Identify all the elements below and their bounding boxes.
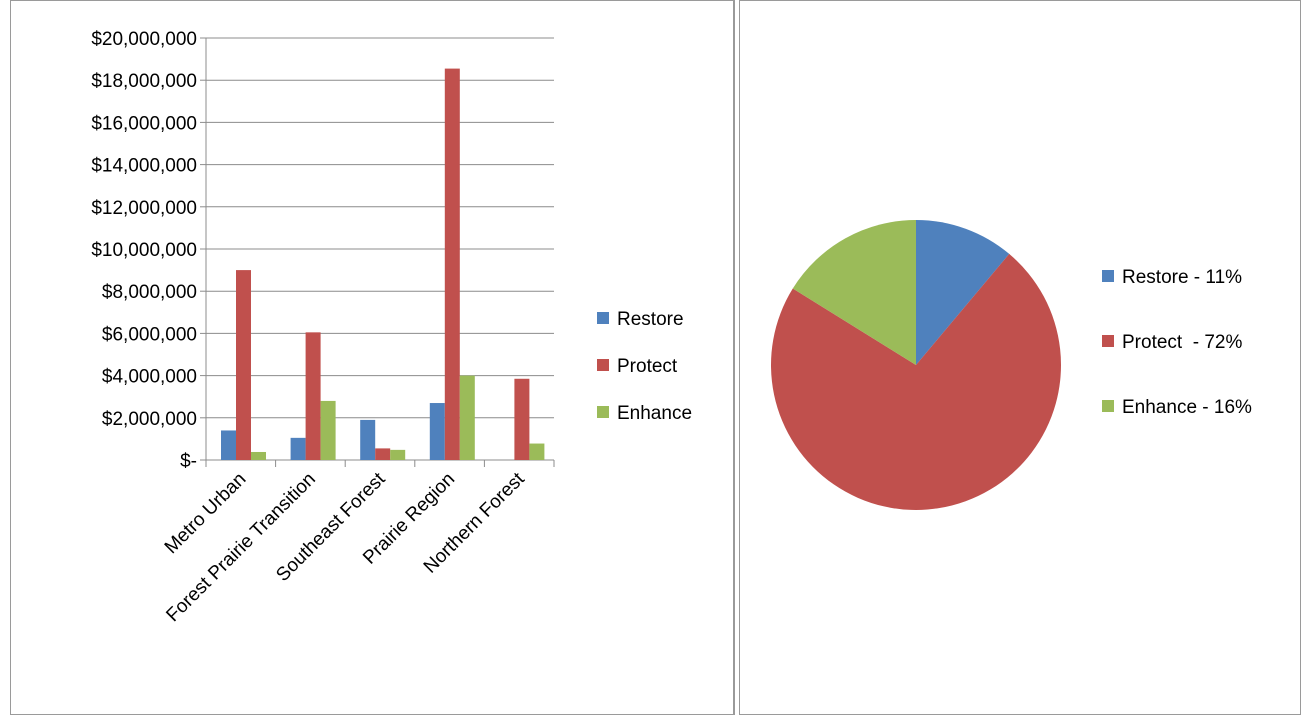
legend-swatch-protect — [597, 359, 609, 371]
bar-protect-metro-urban — [236, 270, 251, 460]
y-tick-label: $8,000,000 — [102, 282, 197, 303]
bar-chart-axes — [200, 37, 555, 467]
pie-legend-swatch-protect — [1102, 335, 1114, 347]
bar-protect-forest-prairie-transition — [305, 332, 321, 460]
bar-protect-prairie-region — [444, 68, 460, 460]
bar-restore-forest-prairie-transition — [290, 437, 306, 460]
bar-enhance-northern-forest — [529, 443, 545, 460]
bar-chart-y-tick-labels: $- $2,000,000 $4,000,000 $6,000,000 $8,000,0… — [91, 29, 197, 472]
pie-slice-restore — [916, 220, 1010, 365]
bar-protect-southeast-forest — [375, 448, 391, 460]
pie-slice-protect — [771, 253, 1061, 510]
pie-legend-label-restore: Restore - 11% — [1122, 267, 1242, 288]
bar-enhance-metro-urban — [251, 451, 266, 460]
legend-label-protect: Protect — [617, 356, 678, 377]
bar-chart-bars — [221, 68, 545, 460]
legend-swatch-restore — [597, 312, 609, 324]
legend-label-enhance: Enhance — [617, 403, 692, 424]
pie-legend-label-enhance: Enhance - 16% — [1122, 397, 1252, 418]
bar-chart-panel — [10, 0, 734, 715]
y-tick-label: $- — [180, 451, 197, 472]
y-tick-label: $12,000,000 — [91, 198, 197, 219]
legend-label-restore: Restore — [617, 309, 684, 330]
bar-enhance-prairie-region — [459, 375, 475, 460]
y-tick-label: $2,000,000 — [102, 409, 197, 430]
y-tick-label: $18,000,000 — [91, 71, 197, 92]
pie-chart-slices — [771, 220, 1061, 510]
pie-legend-swatch-restore — [1102, 270, 1114, 282]
y-tick-label: $10,000,000 — [91, 240, 197, 261]
bar-enhance-southeast-forest — [390, 449, 406, 460]
y-tick-label: $6,000,000 — [102, 324, 197, 345]
bar-restore-prairie-region — [429, 403, 445, 460]
bar-chart-gridlines — [206, 37, 554, 419]
bar-restore-metro-urban — [221, 430, 236, 460]
y-tick-label: $16,000,000 — [91, 113, 197, 134]
bar-enhance-forest-prairie-transition — [320, 400, 336, 460]
pie-slice-enhance — [792, 220, 916, 365]
pie-chart-legend: Restore - 11% Protect - 72% Enhance - 16% — [1102, 267, 1252, 418]
pie-legend-label-protect: Protect - 72% — [1122, 332, 1242, 353]
y-tick-label: $14,000,000 — [91, 156, 197, 177]
legend-swatch-enhance — [597, 406, 609, 418]
y-tick-label: $4,000,000 — [102, 367, 197, 388]
pie-legend-swatch-enhance — [1102, 400, 1114, 412]
panel-divider — [734, 0, 739, 715]
bar-chart-legend: Restore Protect Enhance — [597, 309, 692, 424]
bar-restore-southeast-forest — [360, 419, 376, 460]
y-tick-label: $20,000,000 — [91, 29, 197, 50]
bar-protect-northern-forest — [514, 378, 530, 460]
